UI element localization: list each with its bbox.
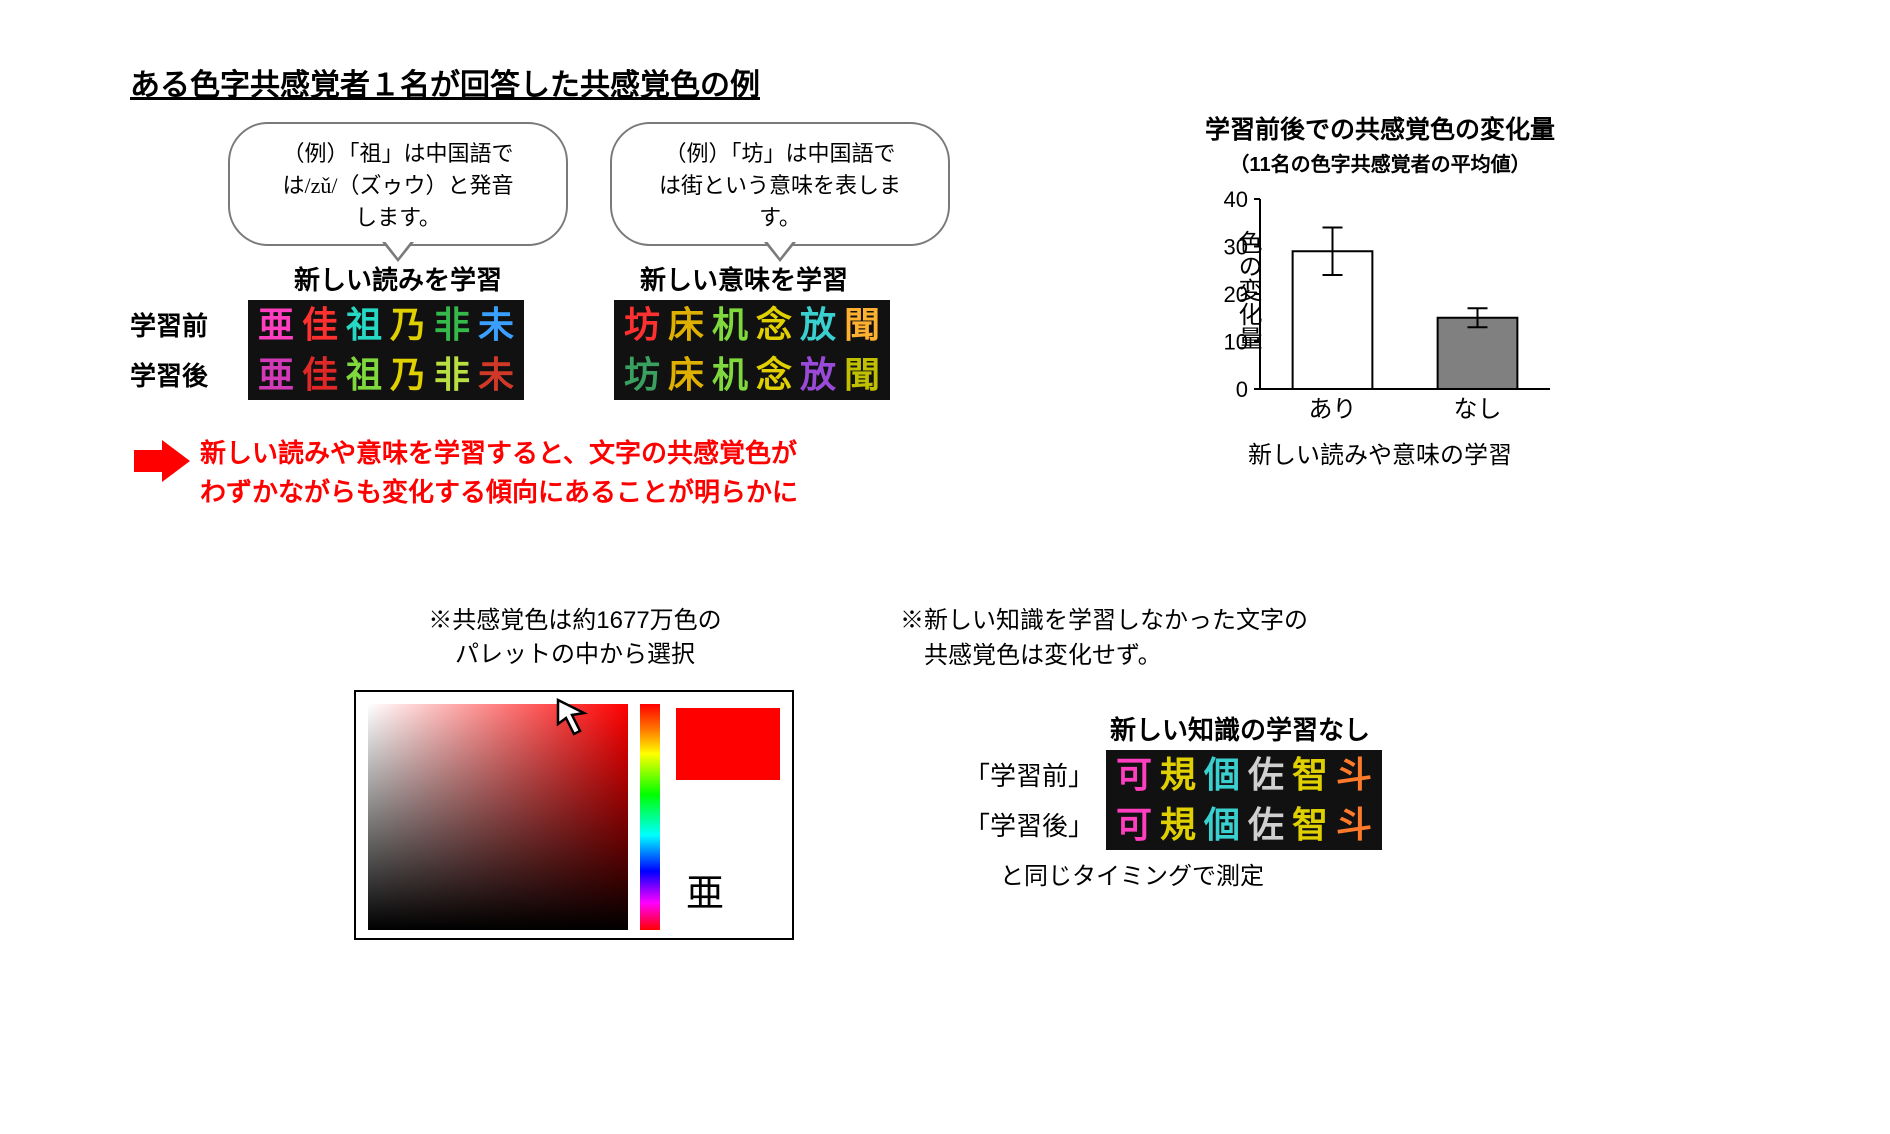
bar-chart: 学習前後での共感覚色の変化量 （11名の色字共感覚者の平均値） 色の変化量 01…	[1090, 110, 1670, 470]
kanji-char: 佐	[1244, 802, 1288, 848]
conclusion-line: 新しい読みや意味を学習すると、文字の共感覚色が	[200, 438, 797, 468]
label-before-q: 「学習前」	[964, 756, 1094, 793]
kanji-char: 非	[430, 352, 474, 398]
ytick-label: 0	[1236, 377, 1248, 402]
subhead-no-learning: 新しい知識の学習なし	[1110, 710, 1370, 747]
kanji-char: 机	[708, 302, 752, 348]
kanji-char: 智	[1288, 752, 1332, 798]
palette-note-line: パレットの中から選択	[455, 641, 695, 668]
kanji-char: 個	[1200, 802, 1244, 848]
kanji-char: 念	[752, 302, 796, 348]
kanji-char: 乃	[386, 302, 430, 348]
note-timing: と同じタイミングで測定	[1000, 856, 1264, 891]
kanji-char: 聞	[840, 352, 884, 398]
kanji-char: 亜	[254, 302, 298, 348]
xtick-label: あり	[1309, 396, 1357, 423]
subhead-reading: 新しい読みを学習	[294, 260, 502, 297]
kanji-char: 可	[1112, 752, 1156, 798]
kanji-char: 智	[1288, 802, 1332, 848]
bubble-example-meaning: （例）「坊」は中国語で は街という意味を表しま す。	[610, 122, 950, 246]
kanji-char: 亜	[254, 352, 298, 398]
kanji-char: 坊	[620, 302, 664, 348]
subhead-meaning: 新しい意味を学習	[640, 260, 848, 297]
bubble-text: （例）「坊」は中国語で は街という意味を表しま す。	[659, 141, 901, 230]
kanji-char: 佐	[1244, 752, 1288, 798]
kanji-block-meaning-before: 坊床机念放聞	[614, 300, 890, 350]
note-line: 共感覚色は変化せず。	[900, 642, 1162, 669]
kanji-char: 机	[708, 352, 752, 398]
label-before: 学習前	[130, 306, 208, 343]
kanji-char: 非	[430, 302, 474, 348]
ytick-label: 40	[1224, 189, 1248, 212]
label-after: 学習後	[130, 356, 208, 393]
kanji-char: 規	[1156, 752, 1200, 798]
kanji-block-reading-before: 亜佳祖乃非未	[248, 300, 524, 350]
conclusion-line: わずかながらも変化する傾向にあることが明らかに	[200, 477, 798, 507]
kanji-char: 斗	[1332, 802, 1376, 848]
chart-ylabel: 色の変化量	[1230, 230, 1265, 350]
bar	[1438, 318, 1518, 389]
kanji-block-none-before: 可規個佐智斗	[1106, 750, 1382, 800]
kanji-block-reading-after: 亜佳祖乃非未	[248, 350, 524, 400]
chart-title: 学習前後での共感覚色の変化量	[1090, 110, 1670, 146]
kanji-char: 念	[752, 352, 796, 398]
kanji-char: 放	[796, 352, 840, 398]
kanji-char: 可	[1112, 802, 1156, 848]
xtick-label: なし	[1454, 396, 1502, 423]
kanji-char: 未	[474, 302, 518, 348]
swatch-label: 亜	[686, 862, 724, 917]
kanji-block-none-after: 可規個佐智斗	[1106, 800, 1382, 850]
palette-note-line: ※共感覚色は約1677万色の	[428, 607, 721, 634]
note-line: ※新しい知識を学習しなかった文字の	[900, 607, 1308, 634]
kanji-char: 個	[1200, 752, 1244, 798]
kanji-char: 祖	[342, 302, 386, 348]
kanji-block-meaning-after: 坊床机念放聞	[614, 350, 890, 400]
chart-xlabel: 新しい読みや意味の学習	[1090, 435, 1670, 470]
conclusion-text: 新しい読みや意味を学習すると、文字の共感覚色が わずかながらも変化する傾向にある…	[200, 434, 798, 512]
page-title: ある色字共感覚者１名が回答した共感覚色の例	[130, 60, 760, 104]
palette-note: ※共感覚色は約1677万色の パレットの中から選択	[360, 604, 790, 671]
label-after-q: 「学習後」	[964, 806, 1094, 843]
color-picker: 亜	[354, 690, 794, 940]
bubble-text: （例）「祖」は中国語で は/zǔ/（ズゥウ）と発音 します。	[282, 141, 513, 230]
hue-slider[interactable]	[640, 704, 660, 930]
bubble-tail-icon	[764, 242, 796, 262]
kanji-char: 坊	[620, 352, 664, 398]
arrow-right-icon	[134, 440, 190, 482]
kanji-char: 佳	[298, 352, 342, 398]
note-no-learning: ※新しい知識を学習しなかった文字の 共感覚色は変化せず。	[900, 604, 1308, 674]
kanji-char: 祖	[342, 352, 386, 398]
kanji-char: 佳	[298, 302, 342, 348]
bubble-example-reading: （例）「祖」は中国語で は/zǔ/（ズゥウ）と発音 します。	[228, 122, 568, 246]
kanji-char: 未	[474, 352, 518, 398]
bubble-tail-icon	[382, 242, 414, 262]
picker-cursor-icon	[556, 698, 598, 740]
kanji-char: 乃	[386, 352, 430, 398]
kanji-char: 床	[664, 302, 708, 348]
kanji-char: 床	[664, 352, 708, 398]
kanji-char: 聞	[840, 302, 884, 348]
color-swatch	[676, 708, 780, 780]
kanji-char: 斗	[1332, 752, 1376, 798]
kanji-char: 放	[796, 302, 840, 348]
chart-subtitle: （11名の色字共感覚者の平均値）	[1090, 148, 1670, 177]
kanji-char: 規	[1156, 802, 1200, 848]
